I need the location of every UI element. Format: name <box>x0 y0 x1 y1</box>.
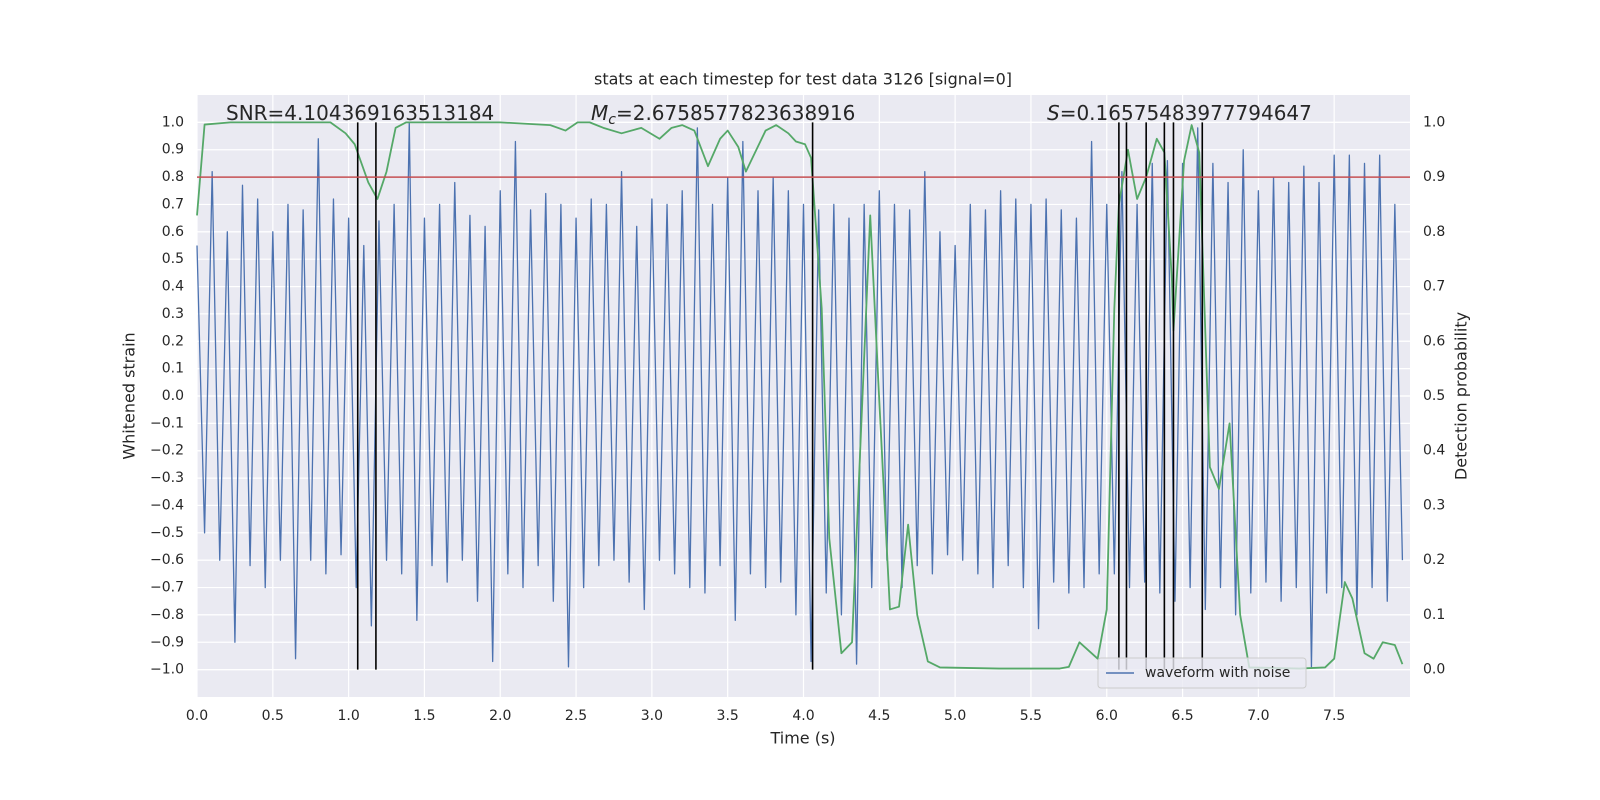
y-tick-label: −0.8 <box>150 607 184 623</box>
x-axis-label: Time (s) <box>769 729 835 748</box>
x-tick-label: 4.5 <box>868 708 890 724</box>
y-tick-label: −0.4 <box>150 497 184 513</box>
y2-tick-label: 0.4 <box>1423 443 1445 459</box>
annotation-symbol: M <box>591 101 608 125</box>
x-tick-label: 7.0 <box>1247 708 1269 724</box>
x-tick-label: 6.5 <box>1171 708 1193 724</box>
probability-line <box>196 121 1404 670</box>
y-tick-label: 0.1 <box>162 361 184 377</box>
y-tick-label: 0.8 <box>162 169 184 185</box>
y-tick-label: 0.6 <box>162 224 184 240</box>
y-tick-label: 0.2 <box>162 333 184 349</box>
y-tick-label: −0.3 <box>150 470 184 486</box>
y-tick-label: 0.3 <box>162 306 184 322</box>
y-tick-label: −0.5 <box>150 525 184 541</box>
x-tick-label: 2.5 <box>565 708 587 724</box>
x-tick-label: 7.5 <box>1323 708 1345 724</box>
x-tick-label: 4.0 <box>792 708 814 724</box>
x-tick-label: 0.5 <box>262 708 284 724</box>
x-tick-label: 1.5 <box>413 708 435 724</box>
x-tick-label: 1.0 <box>337 708 359 724</box>
annotation-subscript: c <box>608 112 616 128</box>
y-tick-label: 0.7 <box>162 196 184 212</box>
annotation: Mc=2.6758577823638916 <box>591 101 855 129</box>
y-axis-label: Whitened strain <box>120 332 139 459</box>
annotation: S=0.16575483977794647 <box>1047 101 1312 125</box>
y2-tick-label: 0.5 <box>1423 388 1445 404</box>
x-tick-label: 5.0 <box>944 708 966 724</box>
y-tick-label: −1.0 <box>150 662 184 678</box>
annotation-text: SNR=4.104369163513184 <box>226 101 494 125</box>
marks <box>196 121 1410 670</box>
legend: waveform with noise <box>1097 657 1307 689</box>
y-tick-label: 0.4 <box>162 279 184 295</box>
annotation: SNR=4.104369163513184 <box>226 101 494 125</box>
annotation-symbol: S <box>1047 101 1060 125</box>
x-tick-label: 3.0 <box>641 708 663 724</box>
y2-axis-label: Detection probability <box>1452 312 1471 480</box>
x-tick-label: 6.0 <box>1096 708 1118 724</box>
y2-tick-label: 0.8 <box>1423 224 1445 240</box>
y-tick-label: −0.7 <box>150 580 184 596</box>
x-tick-label: 2.0 <box>489 708 511 724</box>
y-tick-label: 1.0 <box>162 114 184 130</box>
legend-box <box>1097 657 1307 689</box>
y2-tick-label: 0.0 <box>1423 662 1445 678</box>
y2-tick-label: 0.3 <box>1423 497 1445 513</box>
annotation-text: =2.6758577823638916 <box>616 101 855 125</box>
y2-tick-label: 1.0 <box>1423 114 1445 130</box>
annotation-text: =0.16575483977794647 <box>1060 101 1312 125</box>
x-tick-label: 0.0 <box>186 708 208 724</box>
x-tick-label: 3.5 <box>717 708 739 724</box>
y-tick-label: −0.2 <box>150 443 184 459</box>
x-tick-label: 5.5 <box>1020 708 1042 724</box>
y2-tick-label: 0.1 <box>1423 607 1445 623</box>
y-tick-label: 0.5 <box>162 251 184 267</box>
y-tick-label: −0.1 <box>150 415 184 431</box>
y2-tick-label: 0.7 <box>1423 279 1445 295</box>
y2-tick-label: 0.6 <box>1423 333 1445 349</box>
y2-tick-label: 0.2 <box>1423 552 1445 568</box>
legend-label: waveform with noise <box>1145 665 1290 681</box>
y-tick-label: 0.0 <box>162 388 184 404</box>
y-tick-label: 0.9 <box>162 142 184 158</box>
chart-title: stats at each timestep for test data 312… <box>594 70 1012 89</box>
y2-tick-label: 0.9 <box>1423 169 1445 185</box>
y-tick-label: −0.6 <box>150 552 184 568</box>
y-tick-label: −0.9 <box>150 634 184 650</box>
